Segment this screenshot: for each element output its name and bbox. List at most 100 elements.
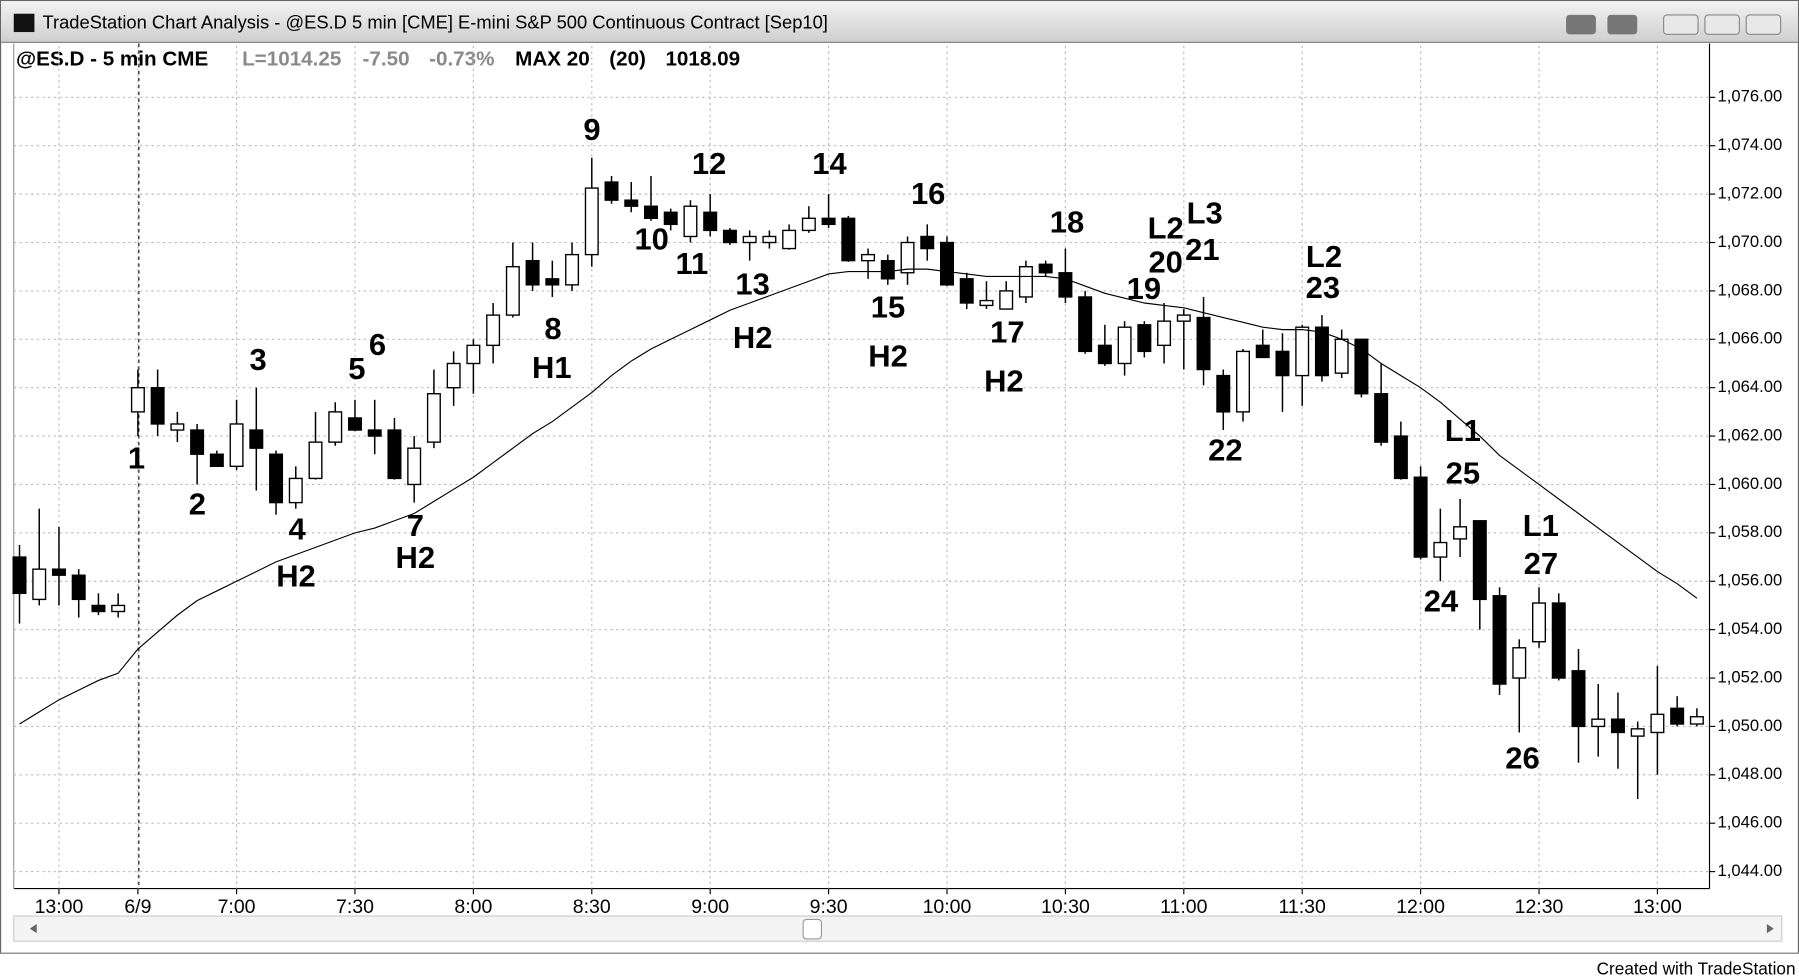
candle-body (861, 253, 876, 262)
candle-body (505, 266, 520, 316)
candle-body (1630, 728, 1645, 737)
bar-annotation: 2 (189, 486, 206, 521)
candle-body (91, 604, 106, 613)
bar-annotation: 20 (1148, 245, 1182, 280)
candle-body (1433, 541, 1448, 558)
candle-body (1453, 526, 1468, 540)
bar-annotation: 16 (911, 176, 945, 211)
candle-body (387, 429, 402, 480)
moving-average (19, 268, 1698, 725)
candle-body (545, 278, 560, 286)
y-tick-label: 1,070.00 (1718, 232, 1783, 251)
candle-body (525, 259, 540, 286)
scrollbar[interactable] (13, 915, 1783, 942)
candle-body (979, 299, 994, 307)
candle-body (742, 235, 757, 244)
candle-body (150, 387, 165, 425)
candle-body (1255, 344, 1270, 359)
y-tick-label: 1,072.00 (1718, 184, 1783, 203)
close-button[interactable] (1745, 14, 1782, 35)
candle-body (288, 477, 303, 504)
menu-button[interactable] (1607, 14, 1638, 35)
candle-body (308, 441, 323, 480)
candle-body (426, 393, 441, 443)
candle-body (347, 417, 362, 431)
maximize-button[interactable] (1704, 14, 1740, 35)
candle-body (821, 217, 836, 226)
candle-body (1650, 713, 1665, 734)
y-tick-label: 1,052.00 (1718, 667, 1783, 686)
candle-body (1018, 266, 1033, 298)
bar-annotation: 14 (812, 146, 847, 181)
candle-body (12, 556, 27, 595)
bar-annotation: 19 (1127, 271, 1161, 306)
candle-body (1571, 670, 1586, 728)
candle-body (190, 429, 205, 455)
study-param: (20) (609, 47, 646, 70)
y-tick-label: 1,058.00 (1718, 522, 1783, 541)
bar-annotation: 9 (583, 112, 600, 147)
y-tick-label: 1,074.00 (1718, 135, 1783, 154)
bar-annotation: L1 (1523, 508, 1559, 543)
y-tick-label: 1,060.00 (1718, 474, 1783, 493)
bar-annotation: 4 (289, 511, 307, 546)
x-tick-label: 7:30 (336, 896, 374, 918)
x-tick-label: 12:00 (1396, 896, 1445, 918)
bar-annotation: 5 (348, 351, 365, 386)
candle-body (1038, 263, 1053, 274)
candle-body (1137, 324, 1152, 353)
y-tick-label: 1,076.00 (1718, 87, 1783, 106)
bar-annotation: 13 (735, 266, 769, 301)
x-tick-label: 8:00 (454, 896, 492, 918)
candle-body (1591, 718, 1606, 728)
candle-body (1216, 374, 1231, 413)
candle-body (624, 199, 639, 207)
y-tick-label: 1,062.00 (1718, 425, 1783, 444)
x-tick-label: 9:00 (691, 896, 729, 918)
x-tick-label: 9:30 (810, 896, 848, 918)
scroll-thumb[interactable] (802, 918, 823, 940)
scroll-right[interactable] (1766, 924, 1774, 934)
bar-annotation: L2 (1148, 210, 1184, 245)
candle-body (407, 447, 422, 486)
candle-body (643, 205, 658, 220)
candle-body (1374, 393, 1389, 443)
candle-body (722, 229, 737, 244)
bar-annotation: 10 (634, 222, 668, 257)
candle-body (683, 205, 698, 238)
scroll-left[interactable] (29, 924, 37, 934)
x-tick-label: 13:00 (35, 896, 84, 918)
bar-annotation: 6 (369, 327, 386, 362)
study-name: MAX 20 (515, 47, 590, 70)
candle-body (51, 568, 66, 576)
candle-body (367, 429, 382, 437)
candle-body (703, 211, 718, 232)
bar-annotation: H2 (984, 364, 1024, 399)
candle-body (880, 259, 895, 280)
bar-annotation: 26 (1505, 740, 1539, 775)
x-tick-label: 10:00 (923, 896, 972, 918)
x-tick-label: 11:00 (1160, 896, 1207, 918)
candle-body (1689, 716, 1704, 725)
x-tick-label: 7:00 (218, 896, 256, 918)
candle-body (900, 241, 915, 274)
bar-annotation: H2 (276, 558, 316, 593)
candle-body (940, 241, 954, 286)
y-tick-label: 1,044.00 (1718, 861, 1783, 880)
bar-annotation: 15 (871, 289, 905, 324)
candle-body (1354, 338, 1369, 395)
y-tick-label: 1,064.00 (1718, 377, 1783, 396)
bar-annotation: 22 (1208, 432, 1242, 467)
candle-body (1275, 350, 1290, 377)
last-price: L=1014.25 (242, 47, 341, 70)
candle-body (1532, 602, 1547, 643)
bar-annotation: H2 (868, 339, 908, 374)
candle-body (841, 217, 856, 262)
menu-button[interactable] (1566, 14, 1596, 35)
candle-body (328, 411, 343, 443)
window-title: TradeStation Chart Analysis - @ES.D 5 mi… (42, 12, 827, 33)
minimize-button[interactable] (1663, 14, 1699, 35)
x-tick-label: 6/9 (124, 896, 151, 918)
candle-body (486, 314, 501, 347)
